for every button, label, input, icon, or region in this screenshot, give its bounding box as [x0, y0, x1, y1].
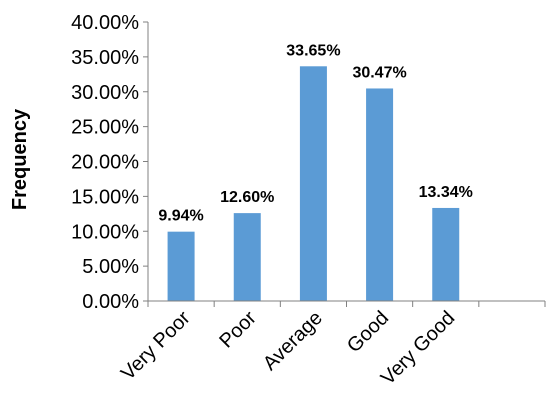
x-category-label: Average	[259, 307, 327, 375]
y-tick-label: 30.00%	[71, 82, 139, 104]
data-labels: 9.94% 12.60% 33.65% 30.47% 13.34%	[158, 42, 472, 224]
y-tick-label: 40.00%	[71, 12, 139, 34]
data-label: 33.65%	[286, 42, 340, 59]
y-tick-label: 15.00%	[71, 186, 139, 208]
y-tick-label: 20.00%	[71, 152, 139, 174]
y-tick-label: 5.00%	[82, 256, 139, 278]
x-category-label: Poor	[215, 307, 261, 353]
data-label: 13.34%	[419, 184, 473, 201]
y-tick-labels: 0.00% 5.00% 10.00% 15.00% 20.00% 25.00% 30.00%…	[71, 12, 139, 313]
data-label: 9.94%	[158, 208, 203, 225]
y-tick-label: 25.00%	[71, 117, 139, 139]
bar	[432, 207, 460, 301]
bar	[366, 88, 394, 302]
data-label: 30.47%	[352, 64, 406, 81]
bar	[299, 66, 327, 301]
axes	[143, 21, 546, 307]
x-category-label: Good	[343, 307, 393, 357]
y-tick-label: 35.00%	[71, 47, 139, 69]
x-category-label: Very Poor	[117, 307, 195, 385]
data-label: 12.60%	[220, 189, 274, 206]
bars	[167, 66, 460, 302]
bar	[233, 213, 261, 301]
bar	[167, 231, 195, 301]
y-tick-label: 10.00%	[71, 221, 139, 243]
y-tick-label: 0.00%	[82, 291, 139, 313]
y-axis-title: Frequency	[9, 108, 31, 210]
